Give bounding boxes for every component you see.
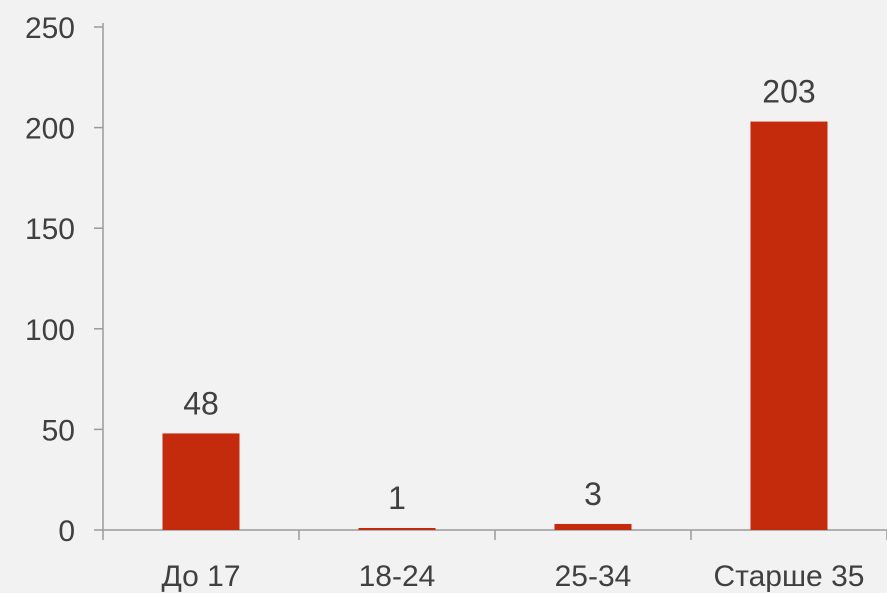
- y-tick-label: 50: [42, 414, 75, 447]
- bar: [554, 523, 632, 530]
- bars: [162, 121, 828, 531]
- data-label: 48: [183, 385, 219, 421]
- y-tick-label: 0: [58, 515, 75, 548]
- category-label: До 17: [161, 560, 240, 593]
- bar: [162, 433, 240, 530]
- y-tick-label: 250: [25, 12, 75, 45]
- data-label: 1: [388, 480, 406, 516]
- y-tick-label: 150: [25, 213, 75, 246]
- bar: [358, 527, 436, 530]
- category-label: 25-34: [555, 560, 632, 593]
- labels: 0 50 100 150 200 250 48 До 17 1 18-24 3 25-34 203 Ста…: [25, 12, 865, 593]
- data-label: 203: [762, 74, 815, 110]
- data-label: 3: [584, 476, 602, 512]
- category-label: 18-24: [359, 560, 436, 593]
- y-tick-label: 200: [25, 113, 75, 146]
- bar: [750, 121, 828, 531]
- y-tick-label: 100: [25, 314, 75, 347]
- category-label: Старше 35: [714, 560, 865, 593]
